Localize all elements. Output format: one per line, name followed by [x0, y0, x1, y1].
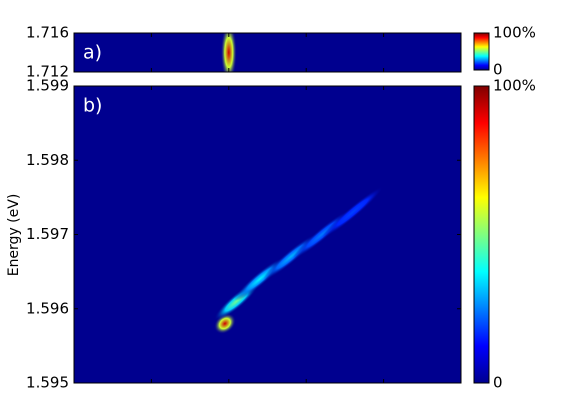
panel-label: b) — [83, 95, 102, 117]
y-tick-label: 1.598 — [26, 151, 69, 169]
y-tick-label: 1.595 — [26, 374, 69, 392]
y-tick-label: 1.716 — [26, 24, 69, 42]
plot-background — [74, 33, 461, 72]
y-axis-label: Energy (eV) — [6, 194, 22, 277]
plot-frame — [73, 32, 462, 73]
heatmap — [220, 33, 237, 72]
y-tick-label: 1.596 — [26, 299, 69, 317]
y-tick-label: 1.599 — [26, 77, 69, 95]
intensity-spot — [322, 186, 384, 239]
panel-label: a) — [83, 42, 102, 64]
colorbar-tick-label: 0 — [493, 61, 503, 79]
colorbar — [473, 32, 490, 71]
colorbar-tick-label: 100% — [493, 77, 536, 95]
colorbar — [473, 85, 490, 384]
y-tick-label: 1.597 — [26, 225, 69, 243]
colorbar-tick-label: 0 — [493, 374, 503, 392]
colorbar-tick-label: 100% — [493, 24, 536, 42]
intensity-spot — [220, 33, 237, 72]
plot-frame — [73, 85, 462, 384]
heatmap — [214, 186, 384, 334]
y-tick-label: 1.712 — [26, 63, 69, 81]
plot-background — [74, 86, 461, 383]
